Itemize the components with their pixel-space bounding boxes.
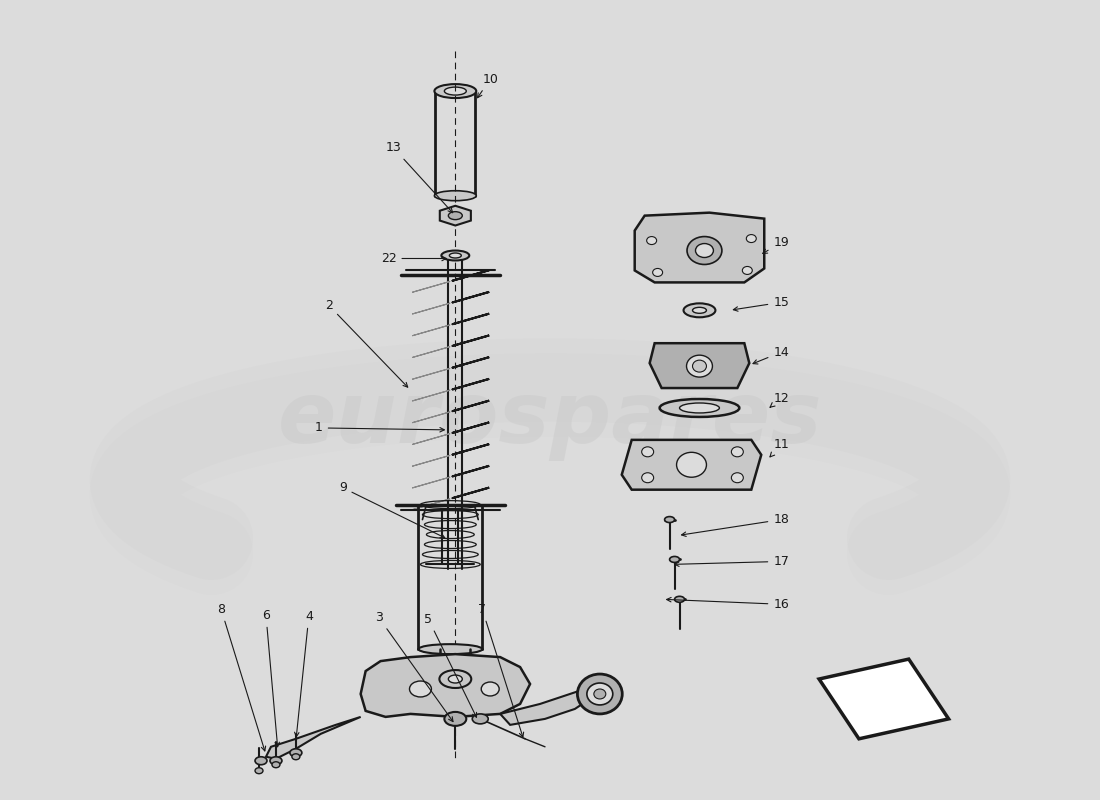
Ellipse shape [472, 714, 488, 724]
Ellipse shape [272, 762, 279, 768]
Ellipse shape [693, 307, 706, 314]
Polygon shape [650, 343, 749, 388]
Ellipse shape [449, 675, 462, 683]
Ellipse shape [683, 303, 715, 318]
Ellipse shape [652, 269, 662, 277]
Polygon shape [820, 659, 948, 739]
Ellipse shape [676, 452, 706, 478]
Text: 17: 17 [674, 555, 789, 568]
Text: 19: 19 [762, 236, 789, 254]
Polygon shape [361, 654, 530, 717]
Text: 13: 13 [386, 142, 452, 213]
Ellipse shape [732, 473, 744, 482]
Ellipse shape [434, 84, 476, 98]
Ellipse shape [742, 266, 752, 274]
Polygon shape [635, 213, 764, 282]
Ellipse shape [255, 757, 267, 765]
Ellipse shape [481, 682, 499, 696]
Ellipse shape [641, 447, 653, 457]
Ellipse shape [450, 253, 461, 258]
Ellipse shape [409, 681, 431, 697]
Ellipse shape [732, 447, 744, 457]
Text: 5: 5 [425, 613, 476, 718]
Ellipse shape [664, 517, 674, 522]
Text: 7: 7 [478, 602, 524, 737]
Ellipse shape [670, 557, 680, 562]
Ellipse shape [578, 674, 623, 714]
Ellipse shape [439, 670, 471, 688]
Text: 3: 3 [375, 610, 453, 722]
Text: 10: 10 [477, 73, 498, 98]
Ellipse shape [418, 644, 482, 654]
Ellipse shape [695, 243, 714, 258]
Ellipse shape [688, 237, 722, 265]
Ellipse shape [693, 360, 706, 372]
Ellipse shape [444, 712, 466, 726]
Ellipse shape [594, 689, 606, 699]
Text: 8: 8 [217, 602, 265, 751]
Text: 12: 12 [770, 391, 789, 407]
Text: 9: 9 [339, 481, 444, 538]
Ellipse shape [449, 212, 462, 220]
Text: 4: 4 [295, 610, 312, 737]
Ellipse shape [746, 234, 757, 242]
Ellipse shape [647, 237, 657, 245]
Ellipse shape [444, 87, 466, 95]
Text: 1: 1 [315, 422, 444, 434]
Polygon shape [440, 206, 471, 226]
Ellipse shape [255, 768, 263, 774]
Ellipse shape [641, 473, 653, 482]
Polygon shape [266, 717, 361, 758]
Polygon shape [500, 689, 590, 725]
Ellipse shape [434, 190, 476, 201]
Text: 2: 2 [324, 299, 408, 387]
Ellipse shape [292, 754, 300, 760]
Text: eurospares: eurospares [278, 378, 823, 462]
Ellipse shape [441, 250, 470, 261]
Text: 14: 14 [754, 346, 789, 364]
Ellipse shape [660, 399, 739, 417]
Text: 15: 15 [734, 296, 789, 311]
Ellipse shape [680, 403, 719, 413]
Polygon shape [621, 440, 761, 490]
Text: 6: 6 [262, 609, 279, 746]
Ellipse shape [270, 757, 282, 765]
Text: 16: 16 [667, 598, 789, 610]
Text: 22: 22 [381, 252, 447, 265]
Ellipse shape [686, 355, 713, 377]
Text: 11: 11 [770, 438, 789, 457]
Ellipse shape [674, 596, 684, 602]
Ellipse shape [587, 683, 613, 705]
Ellipse shape [290, 749, 301, 757]
Text: 18: 18 [682, 513, 789, 537]
